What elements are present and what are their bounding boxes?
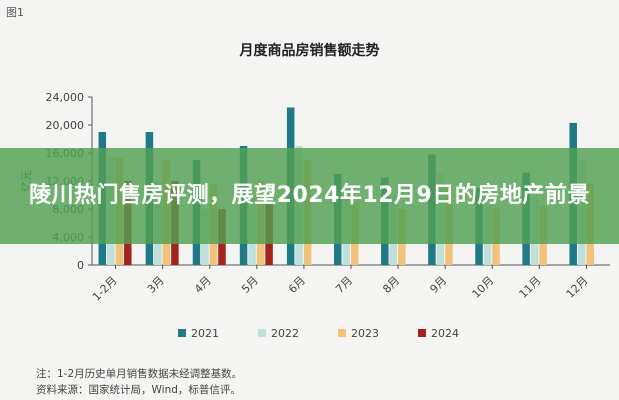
x-tick-label: 5月 <box>239 274 261 296</box>
headline-text: 陵川热门售房评测，展望2024年12月9日的房地产前景 <box>29 183 590 208</box>
legend-swatch-2024 <box>418 329 426 337</box>
legend-label-2021: 2021 <box>191 327 219 340</box>
x-tick-label: 9月 <box>427 274 449 296</box>
x-tick-label: 3月 <box>145 274 167 296</box>
headline-banner: 陵川热门售房评测，展望2024年12月9日的房地产前景 <box>0 148 619 244</box>
legend-swatch-2022 <box>258 329 266 337</box>
legend-label-2022: 2022 <box>271 327 299 340</box>
figure-label: 图1 <box>6 6 24 19</box>
x-tick-label: 12月 <box>564 274 591 301</box>
x-tick-label: 4月 <box>192 274 214 296</box>
chart-note: 注：1-2月历史单月销售数据未经调整基数。 <box>36 368 243 380</box>
x-tick-label: 11月 <box>517 274 544 301</box>
chart-source: 资料来源：国家统计局，Wind，标普信评。 <box>36 384 241 396</box>
legend-swatch-2021 <box>178 329 186 337</box>
x-tick-label: 1-2月 <box>90 274 120 304</box>
legend-label-2024: 2024 <box>431 327 459 340</box>
chart-title: 月度商品房销售额走势 <box>239 43 380 59</box>
x-tick-label: 8月 <box>380 274 402 296</box>
y-tick-label: 20,000 <box>46 119 85 132</box>
y-tick-label: 0 <box>77 259 84 272</box>
y-tick-label: 24,000 <box>46 91 85 104</box>
x-tick-label: 7月 <box>333 274 355 296</box>
x-tick-label: 6月 <box>286 274 308 296</box>
x-tick-label: 10月 <box>470 274 497 301</box>
legend-swatch-2023 <box>338 329 346 337</box>
legend-label-2023: 2023 <box>351 327 379 340</box>
